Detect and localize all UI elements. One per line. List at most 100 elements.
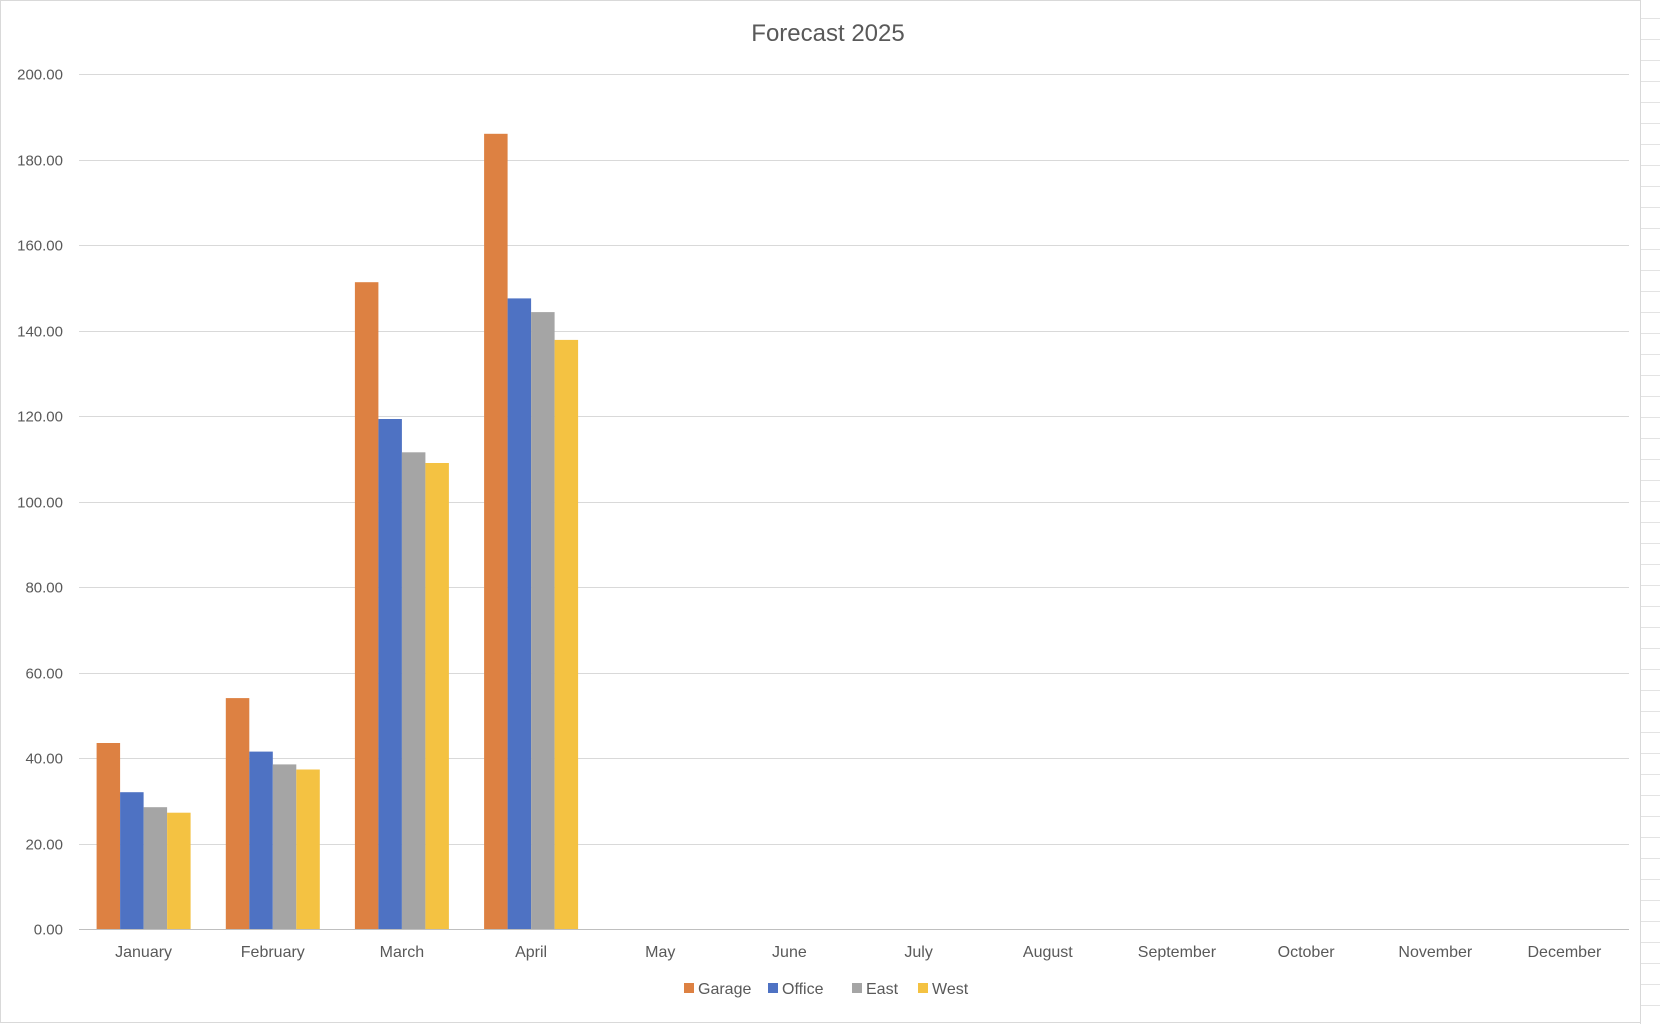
y-tick-label: 200.00 [17, 67, 63, 84]
bar-office-march[interactable] [378, 419, 402, 929]
legend-item-garage[interactable]: Garage [684, 981, 751, 998]
sheet-row-line [1641, 711, 1660, 712]
legend-swatch [852, 983, 862, 993]
sheet-row-line [1641, 858, 1660, 859]
legend-item-east[interactable]: East [852, 981, 899, 998]
sheet-row-line [1641, 396, 1660, 397]
x-tick-label: April [515, 944, 547, 961]
sheet-row-line [1641, 417, 1660, 418]
x-tick-label: May [645, 944, 675, 961]
sheet-row-line [1641, 18, 1660, 19]
sheet-row-line [1641, 249, 1660, 250]
bar-office-february[interactable] [249, 751, 273, 929]
legend-item-west[interactable]: West [918, 981, 969, 998]
chart-title: Forecast 2025 [751, 20, 904, 47]
bar-west-february[interactable] [296, 769, 320, 930]
sheet-row-line [1641, 39, 1660, 40]
legend: Garage Office East West [684, 981, 969, 998]
legend-label: Garage [698, 981, 751, 998]
legend-label: Office [782, 981, 824, 998]
sheet-row-line [1641, 522, 1660, 523]
sheet-edge [1640, 0, 1660, 1024]
bar-office-april[interactable] [507, 298, 532, 929]
sheet-row-line [1641, 333, 1660, 334]
bar-garage-february[interactable] [225, 698, 250, 929]
sheet-row-line [1641, 102, 1660, 103]
sheet-row-line [1641, 606, 1660, 607]
sheet-row-line [1641, 186, 1660, 187]
sheet-row-line [1641, 60, 1660, 61]
y-axis-tick-labels: 0.00 20.00 40.00 60.00 80.00 100.00 120.00 140.… [17, 67, 63, 939]
sheet-row-line [1641, 753, 1660, 754]
sheet-row-line [1641, 984, 1660, 985]
x-tick-label: March [380, 944, 424, 961]
bar-west-march[interactable] [425, 463, 449, 929]
x-tick-label: July [904, 944, 932, 961]
x-tick-label: December [1527, 944, 1601, 961]
sheet-row-line [1641, 585, 1660, 586]
x-axis-tick-labels: January February March April May June July Augu… [115, 944, 1602, 961]
x-tick-label: August [1023, 944, 1073, 961]
sheet-row-line [1641, 774, 1660, 775]
legend-label: West [932, 981, 969, 998]
sheet-row-line [1641, 564, 1660, 565]
sheet-row-line [1641, 354, 1660, 355]
legend-item-office[interactable]: Office [768, 981, 824, 998]
bar-office-january[interactable] [120, 792, 144, 929]
bar-east-january[interactable] [143, 807, 168, 929]
bar-garage-march[interactable] [354, 282, 379, 929]
sheet-row-line [1641, 228, 1660, 229]
sheet-row-line [1641, 81, 1660, 82]
sheet-row-line [1641, 627, 1660, 628]
x-tick-label: November [1398, 944, 1472, 961]
bar-east-march[interactable] [401, 452, 426, 929]
y-tick-label: 60.00 [25, 666, 63, 683]
y-tick-label: 20.00 [25, 837, 63, 854]
bar-garage-january[interactable] [96, 743, 121, 929]
bars [96, 133, 579, 930]
sheet-row-line [1641, 207, 1660, 208]
x-tick-label: September [1138, 944, 1217, 961]
sheet-row-line [1641, 543, 1660, 544]
x-tick-label: January [115, 944, 172, 961]
y-tick-label: 140.00 [17, 324, 63, 341]
sheet-row-line [1641, 375, 1660, 376]
x-tick-label: February [241, 944, 305, 961]
y-tick-label: 180.00 [17, 153, 63, 170]
bar-east-february[interactable] [272, 764, 297, 929]
y-tick-label: 80.00 [25, 580, 63, 597]
y-tick-label: 120.00 [17, 409, 63, 426]
sheet-row-line [1641, 459, 1660, 460]
legend-label: East [866, 981, 899, 998]
sheet-row-line [1641, 921, 1660, 922]
bar-east-april[interactable] [531, 312, 555, 930]
y-tick-label: 0.00 [34, 922, 63, 939]
sheet-row-line [1641, 144, 1660, 145]
bar-west-april[interactable] [554, 339, 579, 929]
gridlines [79, 74, 1629, 930]
bar-west-january[interactable] [167, 812, 191, 929]
sheet-row-line [1641, 165, 1660, 166]
sheet-row-line [1641, 1005, 1660, 1006]
sheet-row-line [1641, 942, 1660, 943]
sheet-row-line [1641, 837, 1660, 838]
bar-garage-april[interactable] [484, 133, 508, 930]
y-tick-label: 100.00 [17, 495, 63, 512]
sheet-row-line [1641, 501, 1660, 502]
sheet-row-line [1641, 690, 1660, 691]
sheet-row-line [1641, 648, 1660, 649]
sheet-row-line [1641, 312, 1660, 313]
y-tick-label: 40.00 [25, 751, 63, 768]
sheet-row-line [1641, 732, 1660, 733]
sheet-row-line [1641, 123, 1660, 124]
sheet-row-line [1641, 480, 1660, 481]
x-tick-label: June [772, 944, 807, 961]
x-tick-label: October [1278, 944, 1336, 961]
legend-swatch [768, 983, 778, 993]
sheet-row-line [1641, 963, 1660, 964]
sheet-row-line [1641, 879, 1660, 880]
legend-swatch [684, 983, 694, 993]
sheet-row-line [1641, 900, 1660, 901]
